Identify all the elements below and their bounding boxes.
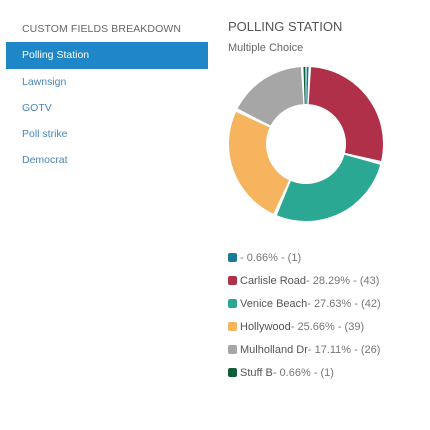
- sidebar-item-democrat[interactable]: Democrat: [22, 154, 68, 166]
- legend-value: - 27.63% - (42): [307, 297, 381, 310]
- chart-legend: - 0.66% - (1) Carlisle Road - 28.29% - (4…: [228, 246, 428, 384]
- legend-swatch: [228, 276, 237, 285]
- sidebar-item-polling-station[interactable]: Polling Station: [6, 42, 208, 69]
- sidebar-title: CUSTOM FIELDS BREAKDOWN: [22, 23, 182, 35]
- legend-label: Stuff B: [240, 366, 273, 379]
- legend-value: - 25.66% - (39): [290, 320, 365, 333]
- legend-item: Stuff B - 0.66% - (1): [228, 361, 428, 384]
- donut-chart-svg: [229, 67, 383, 221]
- donut-slice-blank[interactable]: [306, 67, 309, 105]
- field-breakdown-panel: POLLING STATION Multiple Choice: [228, 18, 424, 58]
- legend-value: - 28.29% - (43): [306, 274, 380, 287]
- legend-value: - 17.11% - (26): [307, 343, 381, 356]
- legend-item: - 0.66% - (1): [228, 246, 428, 269]
- custom-fields-sidebar: CUSTOM FIELDS BREAKDOWN Polling Station …: [6, 20, 208, 173]
- donut-slice-mulholland-dr[interactable]: [237, 67, 304, 126]
- legend-label: Hollywood: [240, 320, 291, 333]
- donut-slice-hollywood[interactable]: [229, 111, 290, 214]
- legend-value: - 0.66% - (1): [272, 366, 334, 379]
- legend-item: Mulholland Dr - 17.11% - (26): [228, 338, 428, 361]
- sidebar-item-lawnsign[interactable]: Lawnsign: [22, 76, 67, 88]
- legend-label: Carlisle Road: [240, 274, 307, 287]
- donut-slice-stuff-b[interactable]: [303, 67, 306, 105]
- legend-value: - 0.66% - (1): [240, 251, 302, 264]
- legend-label: Venice Beach: [240, 297, 308, 310]
- field-title: POLLING STATION: [228, 19, 343, 34]
- legend-item: Carlisle Road - 28.29% - (43): [228, 269, 428, 292]
- legend-label: Mulholland Dr: [240, 343, 308, 356]
- sidebar-item-poll-strike[interactable]: Poll strike: [22, 128, 68, 140]
- sidebar-item-gotv[interactable]: GOTV: [22, 102, 52, 114]
- legend-swatch: [228, 368, 237, 377]
- donut-slice-venice-beach[interactable]: [276, 154, 381, 221]
- legend-swatch: [228, 322, 237, 331]
- field-type-subtitle: Multiple Choice: [228, 42, 304, 54]
- legend-item: Venice Beach - 27.63% - (42): [228, 292, 428, 315]
- legend-item: Hollywood - 25.66% - (39): [228, 315, 428, 338]
- donut-chart: [226, 64, 386, 224]
- legend-swatch: [228, 299, 237, 308]
- legend-swatch: [228, 345, 237, 354]
- donut-slice-carlisle-road[interactable]: [308, 67, 383, 162]
- legend-swatch: [228, 253, 237, 262]
